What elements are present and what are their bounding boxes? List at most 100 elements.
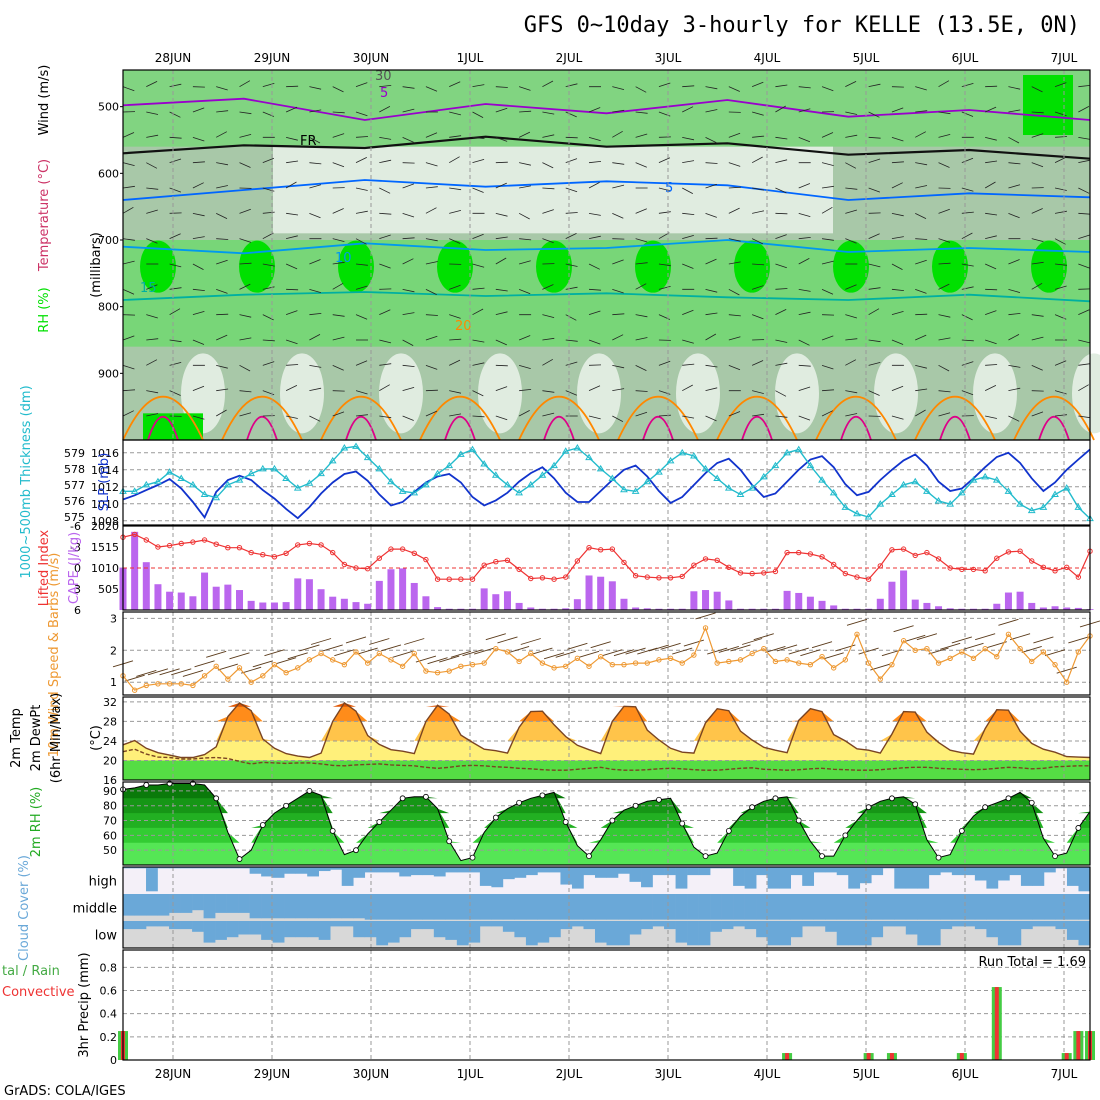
wind10-marker	[877, 676, 883, 682]
wind-barb	[216, 259, 228, 265]
li-marker	[225, 545, 231, 551]
wind10-marker	[283, 669, 289, 676]
cloud-row-label: middle	[73, 902, 117, 917]
cloud-bar-low	[548, 921, 561, 938]
wind-barb	[565, 286, 578, 290]
wind-barb	[728, 314, 741, 317]
cloud-bar-high	[1009, 867, 1022, 876]
li-marker	[330, 549, 336, 556]
cape-bar	[503, 591, 511, 610]
cloud-bar-middle	[997, 894, 1010, 920]
wind-barb	[355, 285, 368, 290]
wind-barb	[1078, 234, 1090, 240]
wind-barb	[705, 109, 718, 113]
rh-marker	[329, 828, 336, 834]
wind-barb	[891, 182, 903, 189]
cloud-bar-low	[675, 921, 688, 943]
slp-tick: 1008	[91, 515, 119, 528]
wind10-marker	[1075, 649, 1082, 655]
wind-barb	[472, 263, 485, 268]
isotherm-20-lobe	[1013, 396, 1095, 441]
cape-bar	[865, 608, 873, 610]
wind-barb	[425, 186, 438, 189]
cloud-bar-middle	[721, 894, 734, 920]
wind10-barb	[672, 647, 693, 655]
rh-marker	[562, 819, 569, 825]
wind-barb	[938, 162, 950, 168]
wind10-line	[122, 626, 1091, 691]
rh-dry-cell	[874, 353, 918, 434]
thickness-marker	[282, 474, 290, 481]
cloud-bar-high	[249, 867, 262, 874]
wind-barb	[821, 238, 834, 241]
wind-barb	[612, 212, 624, 219]
thickness-marker	[655, 468, 663, 475]
cloud-bar-low	[963, 921, 976, 927]
li-marker	[1063, 564, 1070, 570]
wind10-marker	[201, 673, 208, 679]
wind-barb	[1078, 263, 1090, 269]
wind-barb	[775, 309, 787, 316]
wind-barb	[309, 288, 322, 293]
rh-marker	[539, 792, 546, 799]
wind-barb	[612, 109, 625, 113]
wind-barb	[379, 159, 392, 164]
wind10-marker	[574, 655, 581, 661]
wind10-marker	[458, 663, 464, 669]
wind10-barb	[602, 649, 623, 657]
wind-barb	[449, 81, 461, 88]
cloud-bar-middle	[940, 894, 953, 920]
date-label-bottom: 2JUL	[556, 1067, 583, 1081]
wind10-barb	[660, 642, 681, 650]
wind-barb	[775, 390, 787, 397]
contour-label: FR	[300, 134, 317, 149]
li-marker	[691, 562, 697, 568]
li-marker	[213, 541, 219, 547]
cloud-bar-high	[341, 867, 354, 886]
cloud-bar-low	[410, 921, 423, 930]
thickness-marker	[771, 461, 780, 469]
wind-barb	[192, 263, 204, 270]
wind-barb	[751, 156, 763, 164]
wind-barb	[192, 288, 205, 291]
cloud-bar-middle	[825, 894, 838, 920]
cape-bar	[795, 592, 803, 610]
cape-bar	[958, 608, 966, 610]
thickness-tick: 577	[64, 479, 85, 492]
wind10-marker	[190, 682, 196, 689]
wind-barb	[216, 238, 229, 240]
isotherm-25-lobe	[1038, 416, 1070, 441]
wind-barb	[635, 262, 648, 265]
cape-bar	[1028, 602, 1036, 610]
cloud-bar-low	[514, 921, 527, 938]
wind-barb	[635, 111, 648, 114]
wind-barb	[845, 284, 857, 290]
wind-barb	[821, 162, 834, 166]
wind-barb	[192, 385, 205, 392]
cloud-bar-middle	[871, 894, 884, 920]
wind-barb	[542, 358, 554, 366]
precip-tick: 0.8	[100, 961, 118, 974]
cloud-bar-middle	[238, 894, 250, 913]
li-marker	[737, 570, 744, 576]
wind-barb	[122, 206, 134, 214]
thickness-marker	[573, 444, 582, 451]
li-marker	[900, 546, 907, 552]
wind-barb	[565, 233, 577, 240]
contour-label: 15	[140, 281, 157, 296]
wind-barb	[309, 184, 322, 189]
wind-barb	[449, 111, 461, 116]
wind10-barb	[975, 633, 996, 641]
wind-barb	[122, 260, 135, 265]
wind10-marker	[236, 665, 243, 671]
cape-bar	[1063, 607, 1071, 610]
rh-marker	[1005, 795, 1012, 802]
wind10-marker	[1017, 646, 1023, 652]
thickness-marker	[1027, 506, 1036, 514]
isotherm-20-lobe	[914, 396, 996, 441]
wind-barb	[449, 338, 462, 341]
rh-marker	[702, 853, 709, 860]
cloud-bar-middle	[353, 894, 366, 919]
wind-barb	[332, 133, 345, 138]
wind-barb	[821, 206, 833, 214]
